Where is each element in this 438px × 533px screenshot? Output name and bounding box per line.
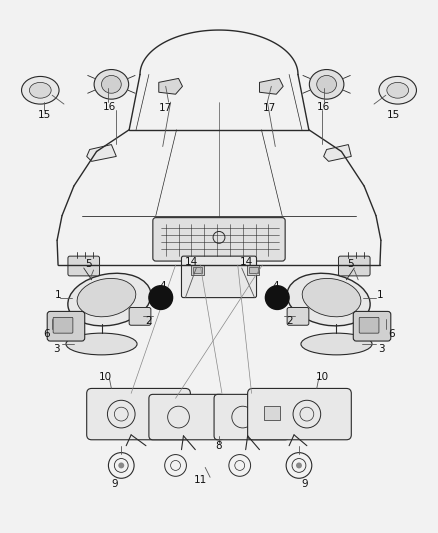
Ellipse shape <box>102 76 121 93</box>
Ellipse shape <box>317 76 336 93</box>
FancyBboxPatch shape <box>129 308 151 325</box>
Text: 3: 3 <box>53 344 60 354</box>
Text: 11: 11 <box>194 475 207 485</box>
Text: 17: 17 <box>159 103 172 113</box>
Text: 5: 5 <box>347 259 353 269</box>
Ellipse shape <box>66 333 137 355</box>
FancyBboxPatch shape <box>153 217 285 261</box>
Ellipse shape <box>68 273 151 326</box>
Circle shape <box>118 463 124 469</box>
FancyBboxPatch shape <box>68 256 99 276</box>
Text: 8: 8 <box>215 441 223 451</box>
Bar <box>158 406 173 420</box>
Text: 6: 6 <box>43 329 49 339</box>
Text: 4: 4 <box>159 281 166 291</box>
Bar <box>247 265 259 275</box>
Text: 2: 2 <box>145 316 152 326</box>
FancyBboxPatch shape <box>47 311 85 341</box>
Ellipse shape <box>302 278 361 317</box>
Text: 15: 15 <box>38 110 51 120</box>
FancyBboxPatch shape <box>359 317 379 333</box>
Text: 16: 16 <box>103 102 116 112</box>
Text: 17: 17 <box>263 103 276 113</box>
Ellipse shape <box>21 76 59 104</box>
Polygon shape <box>159 78 183 94</box>
Bar <box>249 267 258 273</box>
FancyBboxPatch shape <box>181 256 257 297</box>
Text: 16: 16 <box>317 102 330 112</box>
Ellipse shape <box>301 333 372 355</box>
Text: 4: 4 <box>272 281 279 291</box>
Text: 6: 6 <box>389 329 395 339</box>
FancyBboxPatch shape <box>53 317 73 333</box>
Text: 3: 3 <box>378 344 385 354</box>
Text: 10: 10 <box>316 372 329 382</box>
FancyBboxPatch shape <box>353 311 391 341</box>
Text: 14: 14 <box>185 257 198 267</box>
Text: 15: 15 <box>387 110 400 120</box>
Ellipse shape <box>29 83 51 98</box>
FancyBboxPatch shape <box>287 308 309 325</box>
Ellipse shape <box>77 278 136 317</box>
Circle shape <box>265 286 289 310</box>
FancyBboxPatch shape <box>214 394 289 440</box>
Text: 1: 1 <box>377 289 383 300</box>
Bar <box>265 406 280 420</box>
Ellipse shape <box>309 69 344 99</box>
FancyBboxPatch shape <box>149 394 224 440</box>
Ellipse shape <box>387 83 409 98</box>
Bar <box>193 267 202 273</box>
Ellipse shape <box>94 69 129 99</box>
Circle shape <box>149 286 173 310</box>
Ellipse shape <box>379 76 417 104</box>
Text: 10: 10 <box>99 372 112 382</box>
Circle shape <box>296 463 302 469</box>
Bar <box>191 265 204 275</box>
Text: 2: 2 <box>286 316 293 326</box>
Polygon shape <box>324 144 351 161</box>
Text: 9: 9 <box>111 479 118 489</box>
FancyBboxPatch shape <box>339 256 370 276</box>
Polygon shape <box>259 78 283 94</box>
Polygon shape <box>87 144 117 161</box>
Text: 9: 9 <box>302 479 308 489</box>
Text: 1: 1 <box>55 289 61 300</box>
Text: 14: 14 <box>240 257 253 267</box>
Ellipse shape <box>287 273 370 326</box>
FancyBboxPatch shape <box>87 389 191 440</box>
FancyBboxPatch shape <box>247 389 351 440</box>
Text: 5: 5 <box>85 259 92 269</box>
